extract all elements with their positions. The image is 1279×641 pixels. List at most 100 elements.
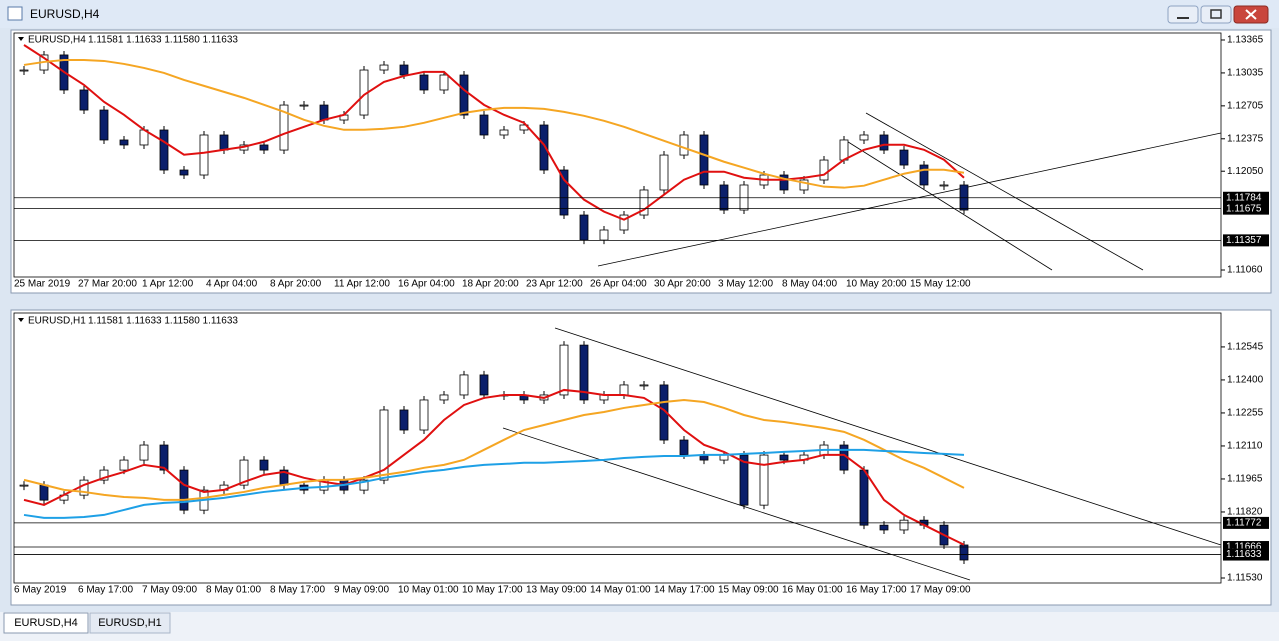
x-tick-label: 14 May 01:00: [590, 585, 651, 596]
candle-body: [639, 189, 649, 216]
x-tick-label: 15 May 12:00: [910, 279, 971, 290]
x-tick-label: 13 May 09:00: [526, 585, 587, 596]
y-tick-label: 1.13035: [1227, 68, 1264, 79]
y-tick-label: 1.12545: [1227, 342, 1264, 353]
candle-body: [659, 384, 669, 441]
y-tick-label: 1.12255: [1227, 408, 1264, 419]
candle-body: [19, 484, 29, 487]
y-tick-label: 1.11820: [1227, 507, 1263, 518]
candle-body: [119, 139, 129, 146]
moving-average: [23, 388, 965, 546]
chart-quote: 1.11581 1.11633 1.11580 1.11633: [88, 316, 238, 327]
x-tick-label: 16 Apr 04:00: [398, 279, 455, 290]
plot-frame: [13, 32, 1222, 278]
candle-body: [219, 134, 229, 151]
candle-body: [399, 409, 409, 431]
plot-frame: [13, 312, 1222, 584]
window-buttons: [1167, 5, 1269, 24]
candle-body: [579, 344, 589, 401]
y-tick-label: 1.12400: [1227, 375, 1264, 386]
candle-body: [899, 519, 909, 531]
candle-body: [879, 524, 889, 531]
x-tick-label: 27 Mar 20:00: [78, 279, 137, 290]
candle-body: [619, 214, 629, 231]
candle-body: [599, 229, 609, 241]
candle-body: [779, 454, 789, 461]
y-tick-label: 1.11060: [1227, 265, 1263, 276]
title-bar: [0, 0, 1279, 28]
candle-body: [539, 124, 549, 171]
candle-body: [179, 169, 189, 176]
candle-body: [19, 69, 29, 72]
candle-body: [499, 129, 509, 136]
candle-body: [799, 179, 809, 191]
candle-body: [899, 149, 909, 166]
candle-body: [879, 134, 889, 151]
candle-body: [179, 469, 189, 511]
candle-body: [119, 459, 129, 471]
x-tick-label: 11 Apr 12:00: [334, 279, 390, 290]
candle-body: [739, 454, 749, 506]
price-label: 1.11357: [1226, 235, 1262, 246]
candle-body: [479, 114, 489, 136]
x-tick-label: 8 May 04:00: [782, 279, 837, 290]
price-label-box: [1223, 516, 1269, 529]
candle-body: [399, 64, 409, 76]
candle-body: [859, 134, 869, 141]
candle-body: [379, 64, 389, 71]
candle-body: [639, 384, 649, 387]
tab[interactable]: [89, 612, 171, 634]
minimize-button[interactable]: [1167, 5, 1199, 24]
tab-bar: [0, 612, 1279, 641]
x-tick-label: 23 Apr 12:00: [526, 279, 583, 290]
candle-body: [859, 469, 869, 526]
candle-body: [679, 439, 689, 456]
candle-body: [559, 344, 569, 396]
candle-body: [619, 384, 629, 396]
y-tick-label: 1.12705: [1227, 100, 1264, 111]
chart-panel-h4: [10, 29, 1272, 294]
price-label: 1.11633: [1226, 549, 1262, 560]
y-tick-label: 1.11965: [1227, 474, 1263, 485]
header-arrow: [18, 37, 24, 41]
x-tick-label: 17 May 09:00: [910, 585, 971, 596]
x-tick-label: 26 Apr 04:00: [590, 279, 647, 290]
y-tick-label: 1.12375: [1227, 133, 1264, 144]
tab-active[interactable]: [3, 612, 89, 634]
price-label-box: [1223, 191, 1269, 204]
chart-quote: 1.11581 1.11633 1.11580 1.11633: [88, 35, 238, 46]
price-label-box: [1223, 234, 1269, 247]
candle-body: [699, 134, 709, 186]
candle-body: [759, 454, 769, 506]
price-label-box: [1223, 548, 1269, 561]
candle-body: [679, 134, 689, 156]
candle-body: [159, 129, 169, 171]
x-tick-label: 1 Apr 12:00: [142, 279, 194, 290]
candle-body: [559, 169, 569, 216]
x-tick-label: 10 May 17:00: [462, 585, 523, 596]
candle-body: [919, 164, 929, 186]
candle-body: [359, 479, 369, 491]
candle-body: [459, 374, 469, 396]
maximize-button[interactable]: [1200, 5, 1232, 24]
candle-body: [99, 469, 109, 481]
candle-body: [379, 409, 389, 481]
tab-label: EURUSD,H1: [98, 617, 162, 629]
x-tick-label: 9 May 09:00: [334, 585, 389, 596]
candle-body: [839, 139, 849, 161]
candle-body: [259, 144, 269, 151]
candle-body: [779, 174, 789, 191]
y-tick-label: 1.11530: [1227, 573, 1263, 584]
moving-average: [23, 58, 965, 189]
moving-average: [23, 448, 965, 519]
price-label-box: [1223, 202, 1269, 215]
x-tick-label: 16 May 17:00: [846, 585, 907, 596]
candle-body: [439, 74, 449, 91]
x-tick-label: 6 May 2019: [14, 585, 67, 596]
moving-average: [23, 398, 965, 501]
candle-body: [439, 394, 449, 401]
candle-body: [419, 74, 429, 91]
x-tick-label: 8 May 17:00: [270, 585, 325, 596]
x-tick-label: 8 Apr 20:00: [270, 279, 322, 290]
